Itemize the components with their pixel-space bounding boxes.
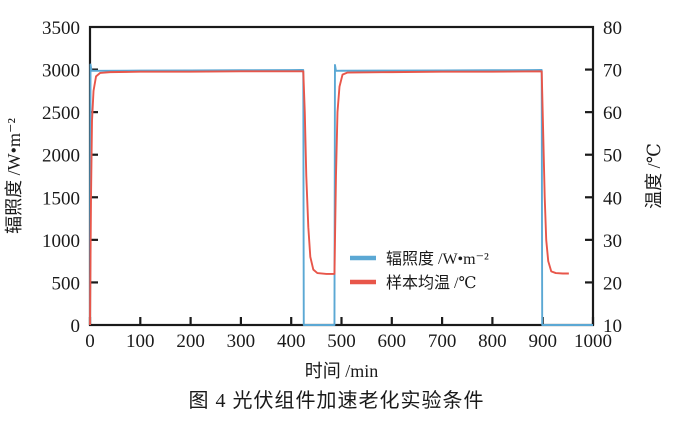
x-tick-label: 700 [428, 331, 457, 352]
series-line-irradiance [89, 63, 593, 326]
y2-tick-label: 20 [603, 273, 622, 294]
y2-tick-label: 70 [603, 61, 622, 82]
y-axis-title: 辐照度 /W•m⁻² [4, 118, 24, 234]
x-tick-label: 400 [277, 331, 306, 352]
series-line-temperature [89, 70, 569, 326]
y-tick-label: 500 [52, 273, 81, 294]
y2-tick-label: 10 [603, 316, 622, 337]
x-axis-title: 时间 /min [305, 361, 379, 381]
y-tick-label: 2000 [42, 146, 80, 167]
x-tick-label: 300 [227, 331, 256, 352]
x-tick-label: 1000 [574, 331, 612, 352]
x-tick-label: 0 [85, 331, 95, 352]
y2-tick-label: 80 [603, 18, 622, 39]
x-tick-label: 200 [176, 331, 205, 352]
x-axis-tick-labels: 0 100 200 300 400 500 600 700 800 900 1000 [85, 331, 612, 352]
y2-axis-title: 温度 /℃ [644, 143, 664, 209]
figure-caption: 图 4 光伏组件加速老化实验条件 [188, 390, 485, 412]
y2-tick-label: 30 [603, 231, 622, 252]
y-tick-label: 1000 [42, 231, 80, 252]
x-tick-label: 100 [126, 331, 155, 352]
x-tick-label: 900 [528, 331, 557, 352]
y2-axis-tick-labels: 10 20 30 40 50 60 70 80 [603, 18, 622, 337]
legend-label-temperature: 样本均温 /℃ [386, 274, 476, 292]
y2-tick-label: 60 [603, 103, 622, 124]
y-axis-tick-labels: 0 500 1000 1500 2000 2500 3000 3500 [42, 18, 80, 337]
legend-label-irradiance: 辐照度 /W•m⁻² [386, 250, 489, 268]
y2-tick-label: 50 [603, 146, 622, 167]
y-tick-label: 3500 [42, 18, 80, 39]
y2-tick-label: 40 [603, 188, 622, 209]
y-tick-label: 1500 [42, 188, 80, 209]
data-series [89, 63, 593, 326]
y-tick-label: 0 [71, 316, 81, 337]
y-tick-label: 2500 [42, 103, 80, 124]
x-tick-label: 600 [378, 331, 407, 352]
x-tick-label: 800 [478, 331, 507, 352]
axis-titles: 时间 /min 辐照度 /W•m⁻² 温度 /℃ [4, 118, 664, 381]
x-tick-label: 500 [327, 331, 356, 352]
chart-plot: 0 100 200 300 400 500 600 700 800 900 1000 0 500 1000… [4, 18, 664, 381]
chart-legend: 辐照度 /W•m⁻² 样本均温 /℃ [350, 250, 489, 292]
y-tick-label: 3000 [42, 61, 80, 82]
